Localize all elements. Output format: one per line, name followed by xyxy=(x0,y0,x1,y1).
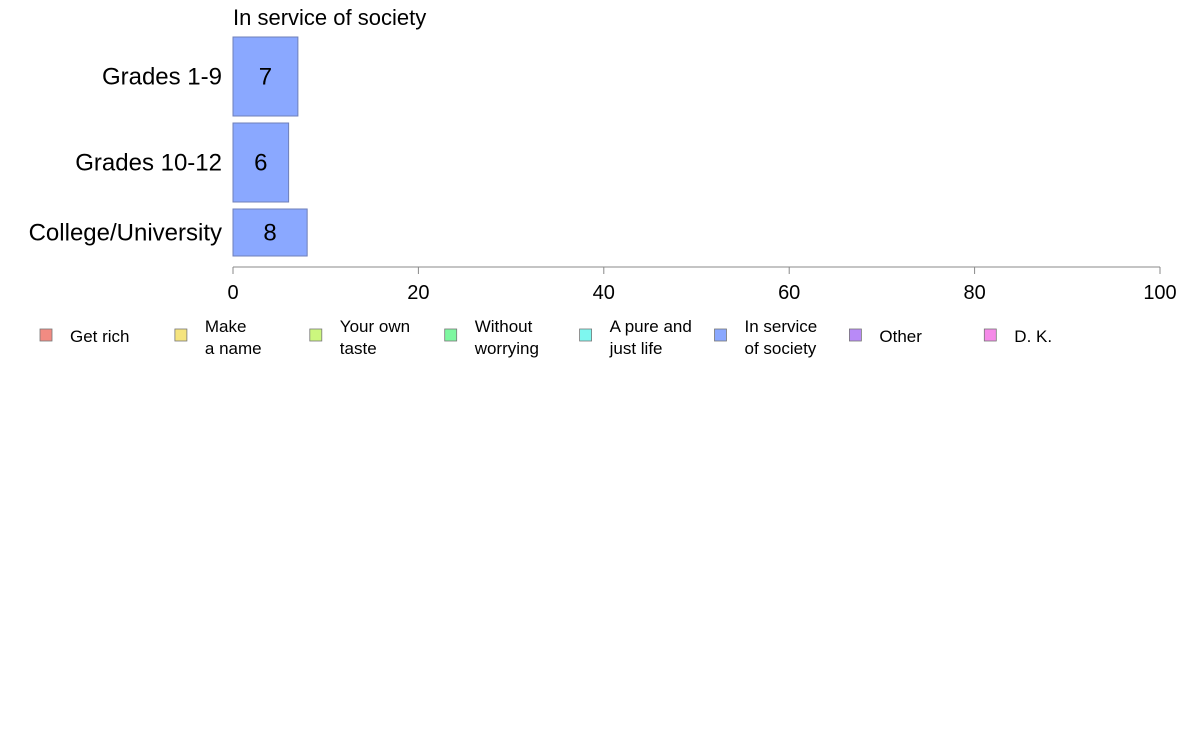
bar-2 xyxy=(232,122,290,203)
data-label-1: 7 xyxy=(259,64,272,91)
legend-swatch-1 xyxy=(39,328,53,342)
legend-label-1-line-1: Get rich xyxy=(70,327,130,346)
legend-label-4-line-2: worrying xyxy=(474,339,539,358)
legend-label-4-line-1: Without xyxy=(475,317,533,336)
legend-label-8-line-1: D. K. xyxy=(1014,327,1052,346)
data-label-3: 8 xyxy=(263,220,276,247)
legend-label-5-line-2: just life xyxy=(609,339,663,358)
chart-title: In service of society xyxy=(233,5,426,30)
legend-label-3-line-2: taste xyxy=(340,339,377,358)
x-tick-label-5: 80 xyxy=(963,282,985,304)
legend-swatch-7 xyxy=(849,328,862,342)
x-tick-label-3: 40 xyxy=(593,282,615,304)
legend-label-6-line-1: In service xyxy=(745,317,818,336)
legend-swatch-4 xyxy=(444,328,458,342)
category-label-2: Grades 10-12 xyxy=(75,150,222,177)
x-axis: 0 20 40 60 80 100 xyxy=(227,266,1177,304)
legend-swatch-2 xyxy=(174,328,188,342)
legend-label-5-line-1: A pure and xyxy=(610,317,692,336)
legend: Get rich Make a name Your own taste Without wo… xyxy=(39,317,1052,358)
legend-label-6-line-2: of society xyxy=(745,339,817,358)
x-tick-label-4: 60 xyxy=(778,282,800,304)
x-tick-label-1: 0 xyxy=(227,282,238,304)
legend-label-2-line-1: Make xyxy=(205,317,247,336)
bar-1 xyxy=(232,36,299,117)
bars-layer: 7 Grades 1-9 6 Grades 10-12 8 College/Univers… xyxy=(29,36,308,257)
legend-swatch-3 xyxy=(309,328,323,342)
x-tick-label-2: 20 xyxy=(407,282,429,304)
category-label-3: College/University xyxy=(29,220,222,247)
legend-label-3-line-1: Your own xyxy=(340,317,410,336)
category-label-1: Grades 1-9 xyxy=(102,64,222,91)
data-label-2: 6 xyxy=(254,150,267,177)
x-tick-label-6: 100 xyxy=(1143,282,1176,304)
legend-swatch-6 xyxy=(714,328,727,342)
legend-swatch-8 xyxy=(983,328,997,342)
legend-swatch-5 xyxy=(579,328,592,342)
bar-3 xyxy=(232,208,308,257)
legend-label-7-line-1: Other xyxy=(879,327,922,346)
legend-label-2-line-2: a name xyxy=(205,339,262,358)
